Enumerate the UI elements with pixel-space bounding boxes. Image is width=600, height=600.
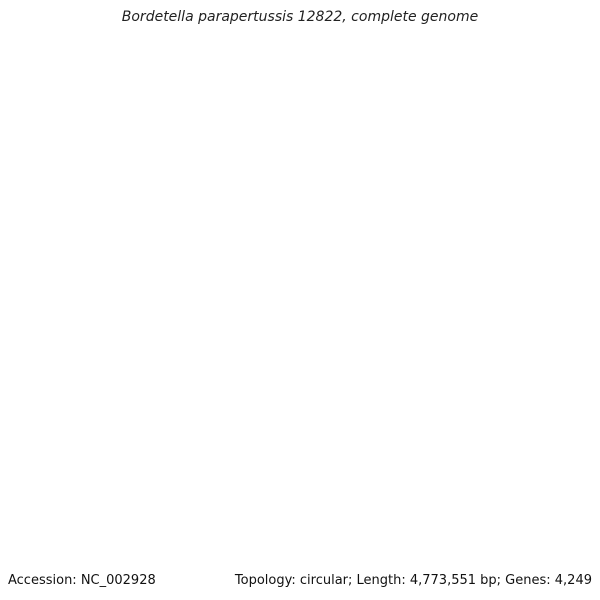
accession-text: Accession: NC_002928 — [8, 573, 156, 588]
map-title: Bordetella parapertussis 12822, complete… — [121, 9, 479, 25]
genome-summary-text: Topology: circular; Length: 4,773,551 bp… — [234, 573, 592, 588]
